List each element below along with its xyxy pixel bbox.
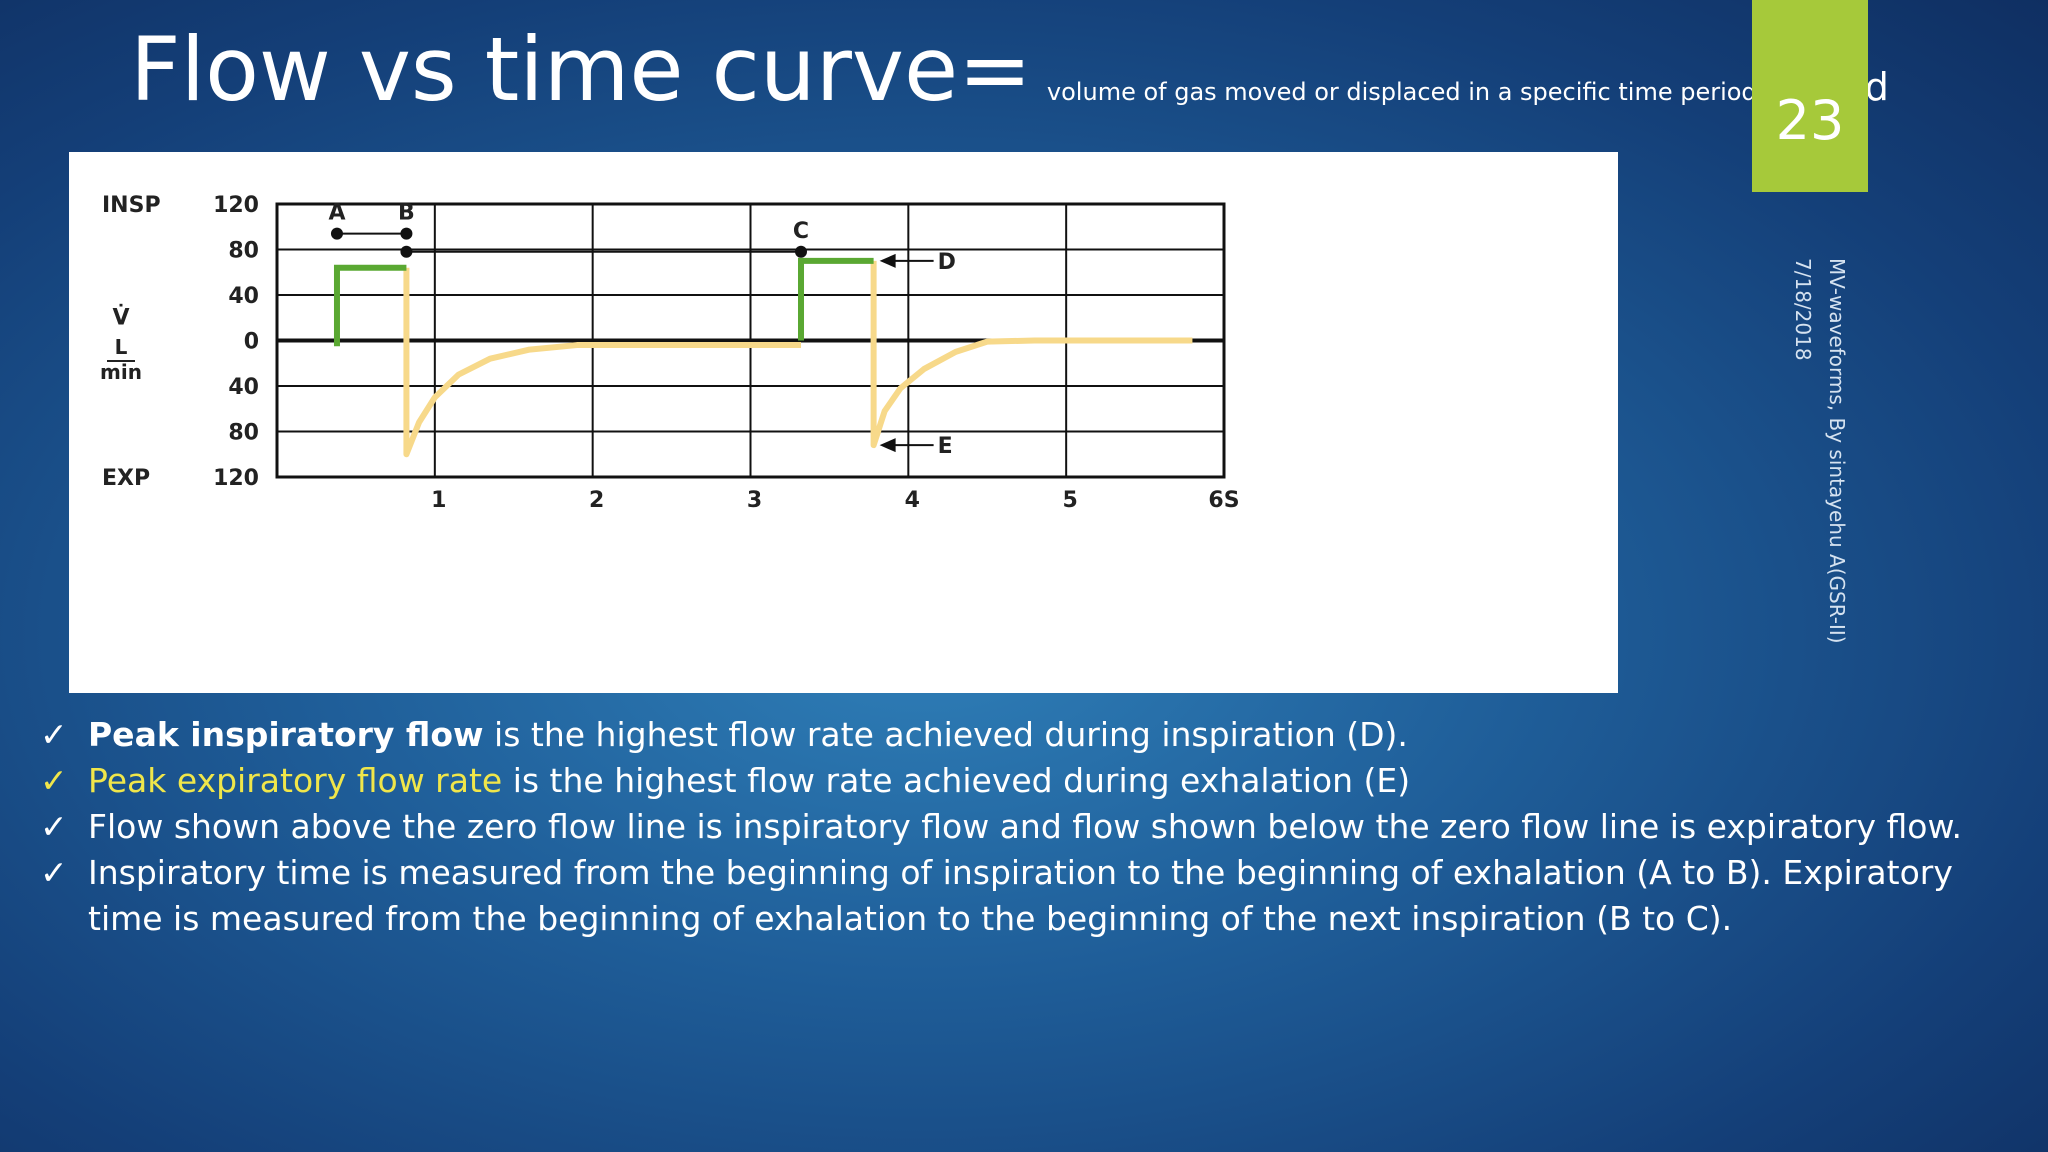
- x-tick-label: 4: [905, 488, 920, 513]
- x-tick-label: 5: [1063, 488, 1078, 513]
- marker-arrowhead: [879, 253, 896, 268]
- marker-arrowhead: [879, 438, 896, 453]
- marker-label-a: A: [328, 201, 345, 226]
- marker-label-b: B: [398, 201, 415, 226]
- footer-author: MV-waveforms, By sintayehu A(GSR-II): [1825, 258, 1849, 644]
- marker-label-d: D: [938, 250, 956, 275]
- title-subtitle: volume of gas moved or displaced in a sp…: [1046, 78, 1757, 106]
- footer-date: 7/18/2018: [1791, 258, 1815, 361]
- y-tick-label: 40: [228, 284, 259, 309]
- bullet-text: is the highest flow rate achieved during…: [502, 761, 1411, 800]
- bullet-item: ✓ Inspiratory time is measured from the …: [40, 850, 2000, 942]
- y-tick-label: 80: [228, 239, 259, 264]
- y-tick-label: 120: [213, 466, 259, 491]
- timing-dot: [330, 227, 343, 240]
- bullet-bold-term: Peak inspiratory flow: [88, 715, 484, 754]
- y-unit-symbol: V̇: [112, 305, 129, 331]
- y-insp-label: INSP: [102, 193, 161, 218]
- timing-dot: [400, 245, 413, 258]
- marker-label-c: C: [793, 219, 809, 244]
- inspiratory-flow-line: [333, 264, 407, 347]
- footer-vertical-text: MV-waveforms, By sintayehu A(GSR-II) 7/1…: [1786, 258, 1854, 644]
- x-tick-label: 3: [747, 488, 762, 513]
- check-icon: ✓: [40, 715, 68, 754]
- title-main: Flow vs time curve=: [130, 18, 1032, 121]
- x-tick-label: 1: [431, 488, 446, 513]
- check-icon: ✓: [40, 853, 68, 892]
- expiratory-flow-line: [403, 267, 802, 458]
- y-exp-label: EXP: [102, 466, 150, 491]
- check-icon: ✓: [40, 807, 68, 846]
- plot-frame: [275, 202, 1226, 479]
- bullet-item: ✓ Flow shown above the zero flow line is…: [40, 804, 2000, 850]
- check-icon: ✓: [40, 761, 68, 800]
- timing-dot: [400, 227, 413, 240]
- bullet-item: ✓ Peak expiratory flow rate is the highe…: [40, 758, 2000, 804]
- marker-label-e: E: [938, 434, 953, 459]
- timing-dot: [795, 245, 808, 258]
- slide-title: Flow vs time curve= volume of gas moved …: [130, 18, 1889, 121]
- y-unit-bottom: min: [100, 360, 142, 384]
- inspiratory-flow-line: [798, 257, 874, 341]
- y-tick-label: 0: [244, 330, 259, 355]
- bullet-highlight-term: Peak expiratory flow rate: [88, 761, 503, 800]
- y-unit-top: L: [115, 335, 128, 359]
- y-tick-label: 120: [213, 193, 259, 218]
- expiratory-flow-line: [870, 260, 1193, 449]
- page-number: 23: [1775, 89, 1845, 152]
- bullet-list: ✓ Peak inspiratory flow is the highest f…: [40, 712, 2000, 942]
- bullet-text: is the highest flow rate achieved during…: [483, 715, 1408, 754]
- bullet-text: Inspiratory time is measured from the be…: [88, 853, 1953, 938]
- x-tick-label: 6S: [1208, 488, 1239, 513]
- y-tick-label: 80: [228, 421, 259, 446]
- x-tick-label: 2: [589, 488, 604, 513]
- y-tick-label: 40: [228, 375, 259, 400]
- bullet-item: ✓ Peak inspiratory flow is the highest f…: [40, 712, 2000, 758]
- page-number-badge: 23: [1752, 0, 1868, 192]
- bullet-text: Flow shown above the zero flow line is i…: [88, 807, 1962, 846]
